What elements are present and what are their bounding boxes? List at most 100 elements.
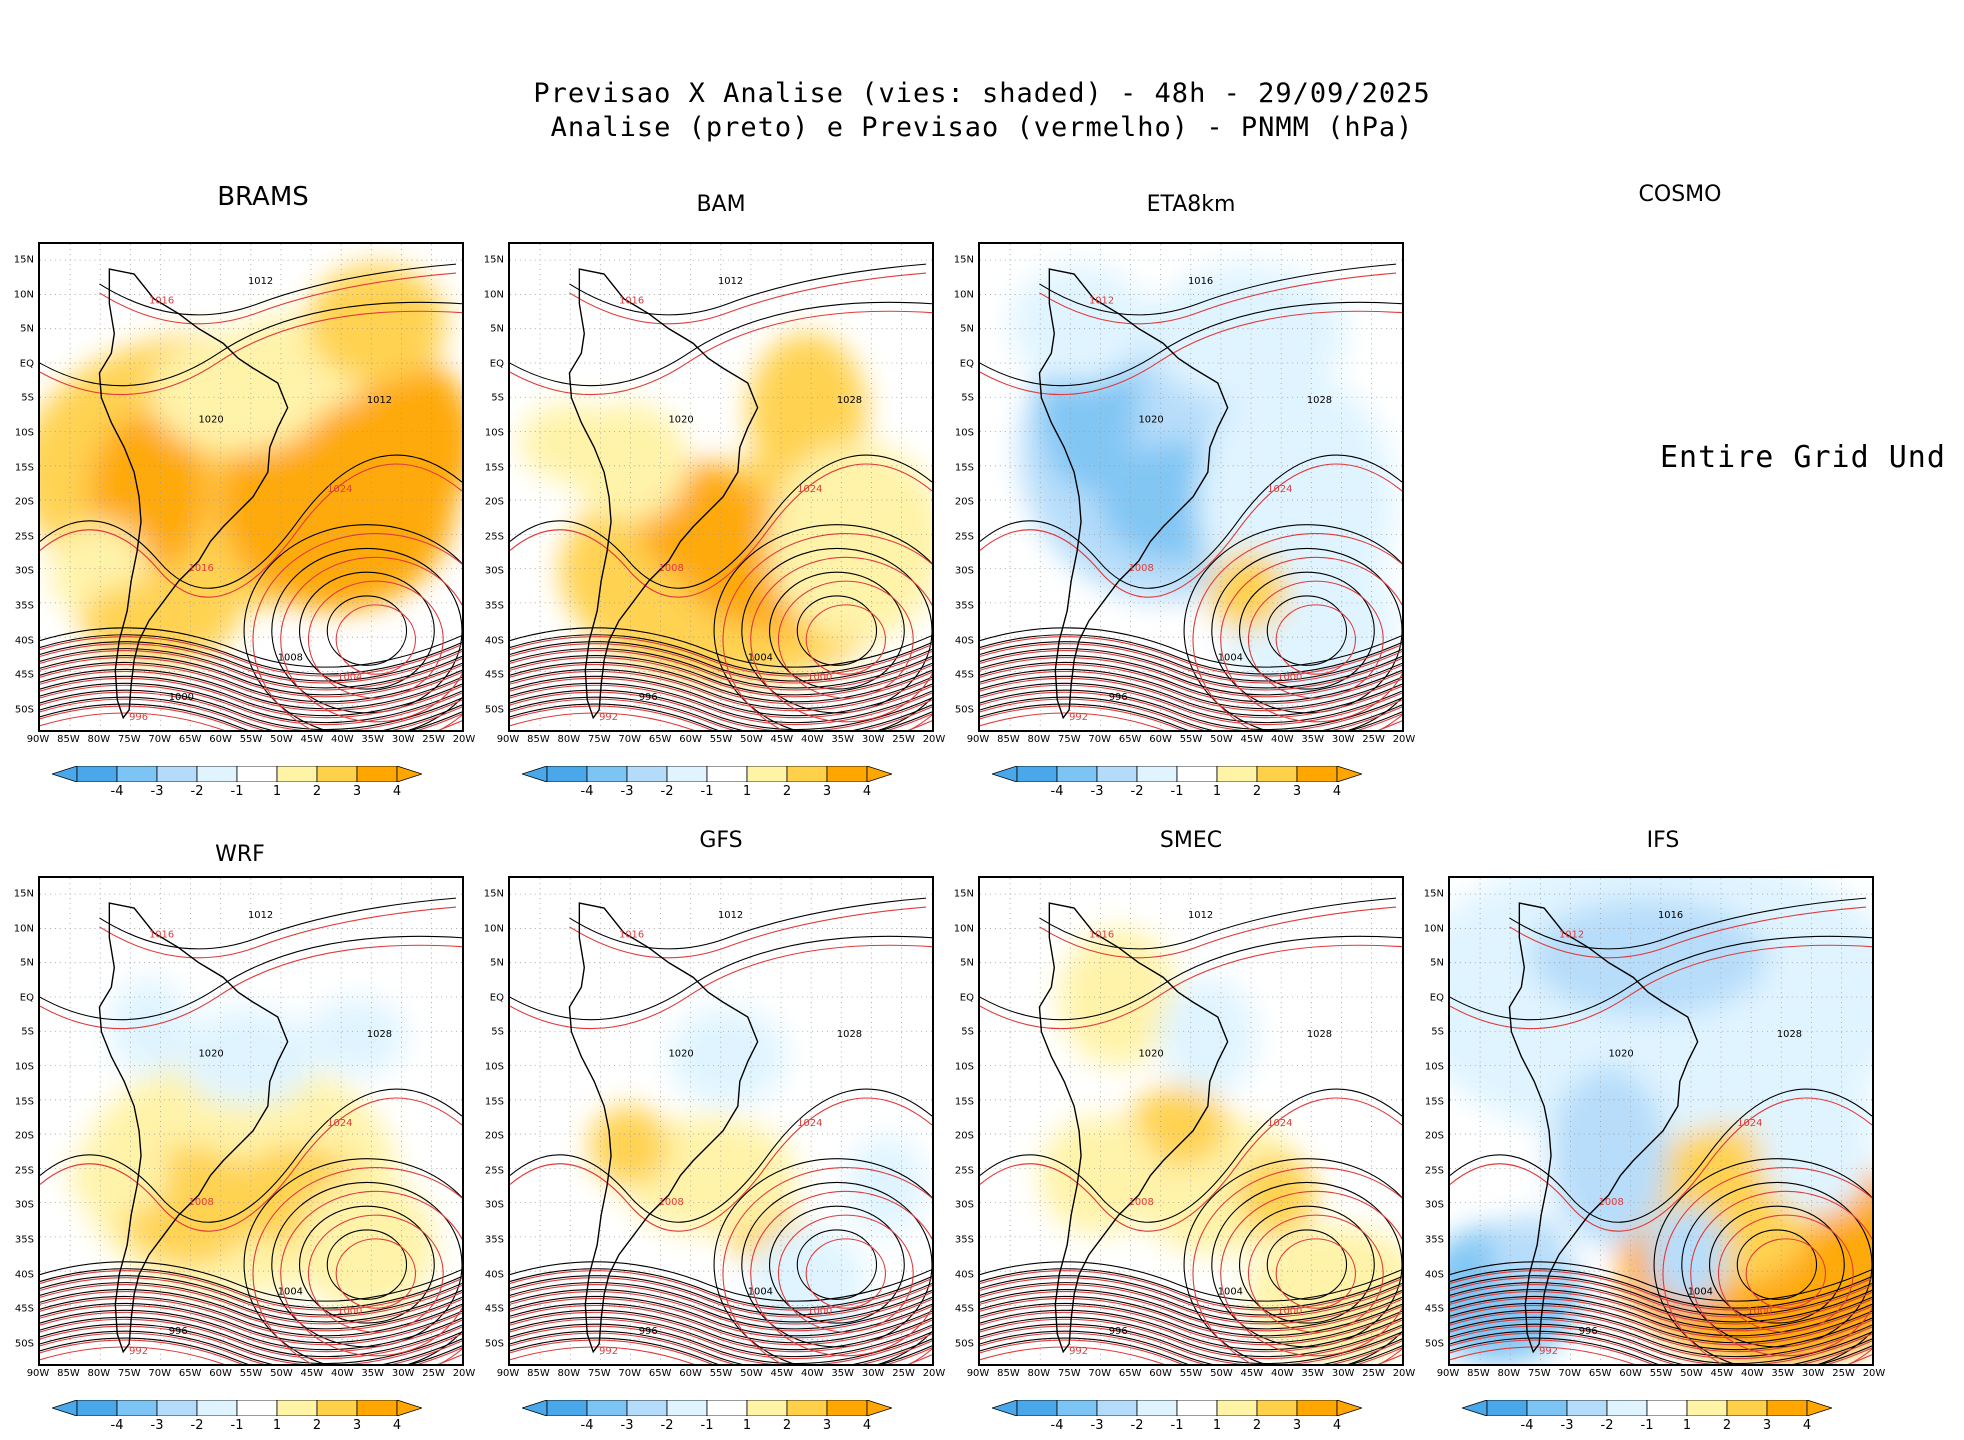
colorbar-swatch	[666, 765, 708, 783]
isobar-label: 1016	[149, 930, 174, 941]
lon-tick-label: 20W	[1862, 1368, 1886, 1379]
graticule	[40, 878, 462, 1364]
lat-tick-label: 5N	[490, 957, 504, 969]
colorbar-label: 1	[1212, 1418, 1222, 1433]
lon-tick-label: 45W	[1710, 1368, 1734, 1379]
isobar-label: 1012	[1089, 296, 1114, 307]
lat-tick-label: 50S	[14, 1338, 34, 1350]
bias-area	[668, 1007, 788, 1107]
lat-tick-label: 45S	[14, 1303, 34, 1315]
colorbar-label: 3	[822, 784, 832, 799]
lon-tick-label: 20W	[452, 1368, 476, 1379]
lon-tick-label: 70W	[1088, 734, 1112, 745]
lat-tick-label: 25S	[484, 1165, 504, 1177]
colorbar-swatch	[1256, 1399, 1298, 1417]
lat-tick-label: 15N	[953, 254, 974, 266]
colorbar-high-arrow	[1336, 765, 1364, 783]
colorbar-swatch	[1296, 765, 1338, 783]
lon-tick-label: 65W	[1588, 1368, 1612, 1379]
lon-tick-label: 40W	[1270, 1368, 1294, 1379]
isobar-label: 1024	[327, 1118, 352, 1129]
colorbar-label: 1	[742, 784, 752, 799]
colorbar-swatch	[1176, 765, 1218, 783]
colorbar-swatch	[156, 765, 198, 783]
lat-tick-label: 5S	[491, 1026, 504, 1038]
colorbar-labels: -4 -3 -2 -1 1 2 3 4	[992, 1418, 1362, 1434]
colorbar: -4 -3 -2 -1 1 2 3 4	[990, 1399, 1364, 1440]
colorbar-swatches	[50, 1399, 424, 1417]
lon-tick-label: 85W	[997, 1368, 1020, 1379]
lon-tick-label: 55W	[709, 734, 733, 745]
isobar-label: 1000	[337, 1306, 362, 1317]
colorbar-label: -4	[1050, 784, 1064, 799]
lat-tick-label: 20S	[14, 1130, 34, 1142]
lat-tick-label: 5N	[20, 323, 34, 335]
isobar-label: 1024	[1267, 1118, 1292, 1129]
lat-tick-label: 20S	[1424, 1130, 1444, 1142]
continent-outline	[568, 902, 759, 1354]
isobar-label: 1008	[278, 652, 303, 663]
lat-tick-label: 30S	[484, 1199, 504, 1211]
isobar-label: 1016	[149, 296, 174, 307]
colorbar-swatch	[236, 1399, 278, 1417]
lon-tick-label: 30W	[391, 1368, 415, 1379]
lon-tick-label: 40W	[800, 734, 824, 745]
isobar-label: 996	[1579, 1326, 1598, 1337]
colorbar-swatch	[356, 1399, 398, 1417]
bias-shading	[1450, 878, 1872, 1364]
colorbar-swatch	[1016, 765, 1058, 783]
isobar-label: 1008	[1599, 1197, 1624, 1208]
lon-tick-label: 40W	[800, 1368, 824, 1379]
lon-tick-label: 65W	[648, 1368, 672, 1379]
colorbar-label: -2	[1130, 1418, 1144, 1433]
bias-shading	[40, 264, 462, 661]
isobar-label: 1028	[1307, 395, 1332, 406]
isobar-label: 992	[1539, 1346, 1558, 1357]
map-ifs: 1016 1012 1020 1024 1028 1008 1004 1000 996 992	[1448, 876, 1874, 1366]
lat-tick-label: 30S	[954, 565, 974, 577]
colorbar-swatch	[116, 765, 158, 783]
continent-outline	[1508, 902, 1699, 1354]
panel-title-bam: BAM	[696, 192, 746, 217]
lat-tick-label: 50S	[484, 1338, 504, 1350]
isobar-label: 1028	[1777, 1029, 1802, 1040]
panel-title-smec: SMEC	[1159, 828, 1223, 853]
bias-area	[1237, 1155, 1317, 1235]
isobar-label: 1012	[1559, 930, 1584, 941]
lon-tick-label: 60W	[1149, 734, 1172, 745]
lat-tick-label: 50S	[484, 704, 504, 716]
colorbar-swatch	[1646, 1399, 1688, 1417]
lon-tick-label: 80W	[87, 1368, 111, 1379]
isobar-label: 1024	[797, 1118, 822, 1129]
lon-tick-label: 35W	[361, 1368, 385, 1379]
analysis-isobars	[980, 263, 1402, 730]
analysis-isobars	[40, 897, 462, 1364]
lon-tick-label: 45W	[300, 1368, 324, 1379]
lat-tick-label: 40S	[484, 1269, 504, 1281]
lat-tick-label: EQ	[489, 358, 504, 370]
colorbar-swatch	[1136, 765, 1178, 783]
map-wrf: 1012 1016 1020 1024 1028 1008 1004 1000 996 992	[38, 876, 464, 1366]
lat-tick-label: 10S	[14, 427, 34, 439]
lon-tick-label: 30W	[1331, 1368, 1355, 1379]
isobar-label: 1008	[1129, 563, 1154, 574]
latitude-axis: 15N 10N 5N EQ 5S 10S 15S 20S 25S 30S 35S 40S 45S 50S	[2, 242, 36, 732]
lat-tick-label: 40S	[1424, 1269, 1444, 1281]
isobar-label: 1000	[1277, 1306, 1302, 1317]
latitude-axis: 15N 10N 5N EQ 5S 10S 15S 20S 25S 30S 35S 40S 45S 50S	[472, 876, 506, 1366]
isobar-label: 1020	[198, 415, 223, 426]
lon-tick-label: 85W	[57, 734, 80, 745]
colorbar-low-arrow	[1460, 1399, 1488, 1417]
lat-tick-label: 35S	[14, 1234, 34, 1246]
isobar-label: 992	[1069, 712, 1088, 723]
lon-tick-label: 85W	[997, 734, 1020, 745]
colorbar-labels: -4 -3 -2 -1 1 2 3 4	[992, 784, 1362, 800]
colorbar-swatch	[626, 765, 668, 783]
lon-tick-label: 80W	[87, 734, 111, 745]
lat-tick-label: 50S	[954, 704, 974, 716]
colorbar-label: -2	[660, 784, 674, 799]
forecast-isobars	[510, 272, 932, 730]
lon-tick-label: 55W	[709, 1368, 733, 1379]
colorbar-label: -3	[1090, 784, 1104, 799]
colorbar-swatch	[746, 1399, 788, 1417]
